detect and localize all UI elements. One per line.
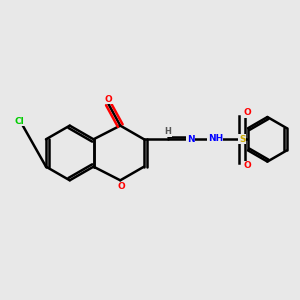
Text: Cl: Cl [15,117,25,126]
Text: S: S [239,135,245,144]
Text: O: O [244,108,251,117]
Text: O: O [104,95,112,104]
Text: NH: NH [208,134,223,143]
Text: H: H [164,128,171,136]
Text: O: O [118,182,126,191]
Text: O: O [244,161,251,170]
Text: N: N [187,135,194,144]
